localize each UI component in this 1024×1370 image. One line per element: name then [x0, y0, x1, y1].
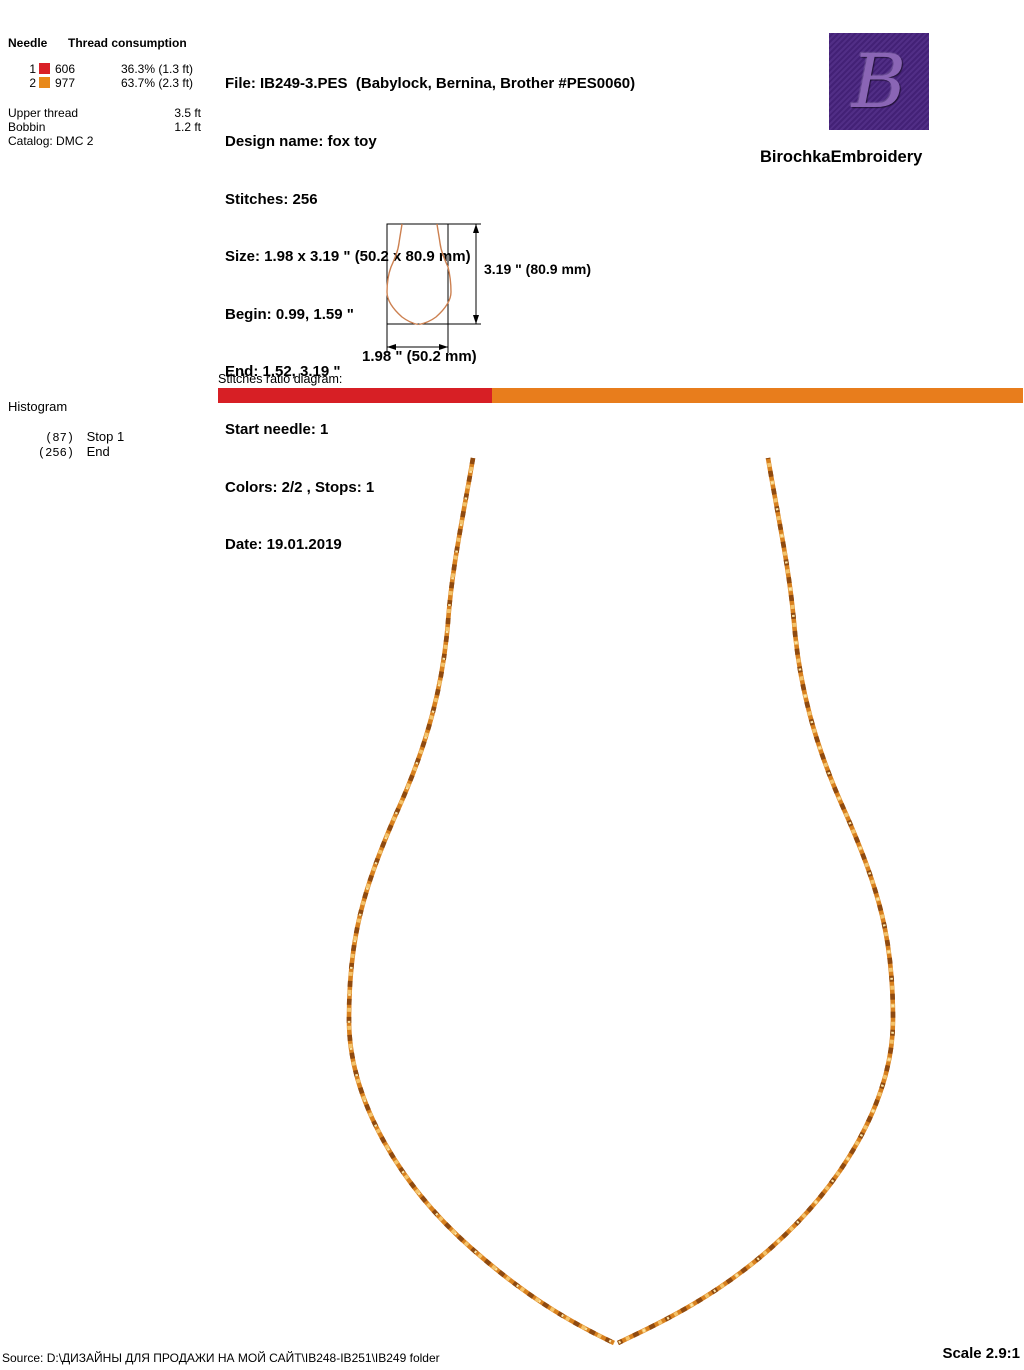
thread-consumption-value: 36.3% (1.3 ft) — [121, 62, 194, 76]
thread-code: 977 — [55, 76, 76, 90]
thumbnail-outline-left — [386, 223, 419, 326]
design-outline-left-light — [347, 457, 615, 1345]
histogram-entry-label: End — [86, 444, 110, 459]
thread-color-swatch — [39, 77, 50, 88]
arrowhead-up — [473, 224, 479, 233]
histogram-entry: (87) Stop 1 — [8, 429, 125, 445]
catalog-label: Catalog: DMC 2 — [8, 134, 94, 148]
needle-number: 1 — [29, 62, 36, 76]
stitches-ratio-label: Stitches ratio diagram: — [218, 372, 343, 386]
bobbin-label: Bobbin — [8, 120, 46, 134]
file-info-line: End: 1.52, 3.19 " — [225, 363, 341, 381]
stitches-ratio-bar — [218, 388, 1023, 403]
file-info-line: Design name: fox toy — [225, 133, 377, 151]
histogram-stitch-count: (87) — [45, 431, 74, 445]
upper-thread-value: 3.5 ft — [174, 106, 201, 120]
thread-color-swatch — [39, 63, 50, 74]
histogram-title: Histogram — [8, 399, 68, 414]
histogram-stitch-count: (256) — [37, 446, 74, 460]
file-info-line: Start needle: 1 — [225, 421, 329, 439]
file-info-line: Colors: 2/2 , Stops: 1 — [225, 478, 375, 496]
thumbnail-outline-right — [418, 223, 452, 326]
arrowhead-down — [473, 315, 479, 324]
arrowhead-left — [387, 344, 396, 350]
file-info-line: Date: 19.01.2019 — [225, 536, 342, 554]
histogram-entry: (256) End — [8, 444, 124, 460]
histogram-entries: (87) Stop 1 (256) End — [8, 429, 125, 460]
thread-consumption-value: 63.7% (2.3 ft) — [121, 76, 194, 90]
file-info-line: Size: 1.98 x 3.19 " (50.2 x 80.9 mm) — [225, 248, 471, 266]
file-info-line: Stitches: 256 — [225, 190, 318, 208]
file-info-line: File: IB249-3.PES (Babylock, Bernina, Br… — [225, 75, 636, 93]
ratio-segment-color2 — [491, 388, 1023, 403]
needle-column-header: Needle — [8, 36, 48, 50]
brand-logo: B — [829, 33, 929, 130]
needle-row: 2 977 63.7% (2.3 ft) — [14, 76, 234, 90]
width-dimension-label: 1.98 " (50.2 mm) — [362, 348, 477, 365]
design-outline-left-dark — [346, 457, 615, 1346]
bobbin-value: 1.2 ft — [174, 120, 201, 134]
height-dimension-label: 3.19 " (80.9 mm) — [484, 261, 592, 277]
width-dimension-lines — [386, 324, 449, 353]
upper-thread-label: Upper thread — [8, 106, 79, 120]
design-thumbnail-diagram — [386, 223, 481, 353]
totals-row: Upper thread 3.5 ft — [8, 106, 208, 120]
scale-label: Scale 2.9:1 — [942, 1345, 1020, 1362]
needle-number: 2 — [29, 76, 36, 90]
thread-consumption-header: Thread consumption — [68, 36, 187, 50]
logo-fabric-texture — [829, 33, 929, 130]
arrowhead-right — [439, 344, 448, 350]
needle-row: 1 606 36.3% (1.3 ft) — [14, 62, 234, 76]
totals-row: Bobbin 1.2 ft — [8, 120, 208, 134]
brand-name: BirochkaEmbroidery — [760, 148, 923, 166]
height-dimension-lines — [448, 223, 481, 325]
thread-code: 606 — [55, 62, 76, 76]
file-info-block: File: IB249-3.PES (Babylock, Bernina, Br… — [225, 36, 785, 593]
logo-monogram-b: B — [851, 38, 907, 125]
design-outline-right-dark — [617, 457, 896, 1346]
design-outline-right-light — [617, 457, 895, 1345]
file-info-line: Begin: 0.99, 1.59 " — [225, 305, 354, 323]
histogram-entry-label: Stop 1 — [86, 429, 125, 444]
ratio-segment-color1 — [218, 388, 492, 403]
source-path: Source: D:\ДИЗАЙНЫ ДЛЯ ПРОДАЖИ НА МОЙ СА… — [2, 1351, 440, 1365]
